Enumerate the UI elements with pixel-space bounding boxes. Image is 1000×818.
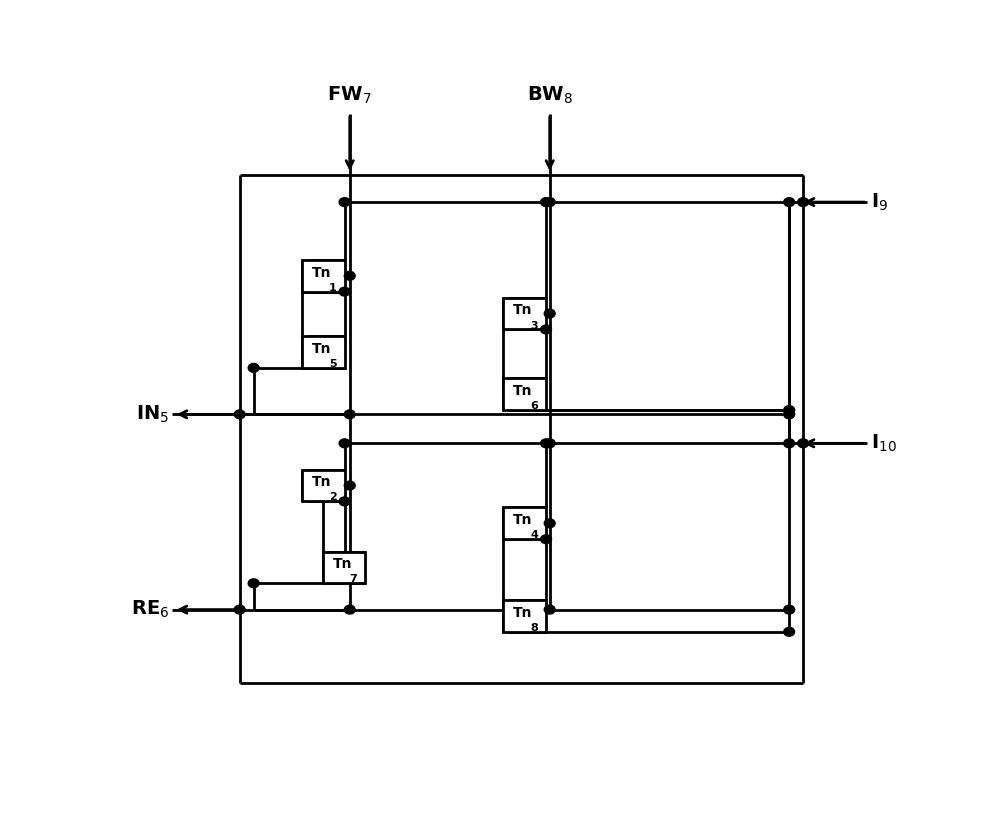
Circle shape (541, 535, 551, 544)
Text: Tn: Tn (312, 475, 331, 489)
Circle shape (339, 497, 350, 506)
Text: FW$_7$: FW$_7$ (327, 84, 372, 106)
Bar (503, 507, 546, 539)
Circle shape (541, 198, 551, 206)
Text: 8: 8 (530, 622, 538, 633)
Text: Tn: Tn (312, 342, 331, 356)
Bar (302, 336, 345, 368)
Bar (302, 470, 345, 501)
Circle shape (784, 198, 795, 206)
Text: I$_{10}$: I$_{10}$ (871, 433, 897, 454)
Text: 5: 5 (329, 359, 336, 369)
Circle shape (339, 287, 350, 296)
Bar (302, 260, 345, 292)
Bar (503, 600, 546, 631)
Circle shape (784, 439, 795, 447)
Text: 3: 3 (530, 321, 538, 330)
Circle shape (784, 605, 795, 614)
Circle shape (784, 406, 795, 415)
Text: Tn: Tn (312, 266, 331, 280)
Circle shape (248, 363, 259, 372)
Circle shape (544, 198, 555, 206)
Circle shape (248, 579, 259, 587)
Circle shape (541, 325, 551, 334)
Text: BW$_8$: BW$_8$ (527, 84, 573, 106)
Circle shape (344, 481, 355, 490)
Text: 7: 7 (350, 574, 358, 584)
Circle shape (798, 198, 809, 206)
Bar (503, 378, 546, 410)
Circle shape (339, 439, 350, 447)
Bar (503, 298, 546, 330)
Circle shape (234, 605, 245, 614)
Text: IN$_5$: IN$_5$ (136, 404, 169, 425)
Circle shape (344, 605, 355, 614)
Bar (323, 551, 365, 583)
Circle shape (544, 439, 555, 447)
Circle shape (544, 309, 555, 318)
Text: Tn: Tn (513, 606, 533, 620)
Text: Tn: Tn (513, 303, 533, 317)
Circle shape (344, 272, 355, 281)
Text: 4: 4 (530, 530, 538, 540)
Text: Tn: Tn (513, 384, 533, 398)
Text: 6: 6 (530, 401, 538, 411)
Circle shape (339, 198, 350, 206)
Circle shape (544, 605, 555, 614)
Circle shape (544, 519, 555, 528)
Text: 2: 2 (329, 492, 337, 502)
Text: Tn: Tn (513, 513, 533, 527)
Circle shape (541, 439, 551, 447)
Circle shape (344, 410, 355, 419)
Text: RE$_6$: RE$_6$ (131, 599, 169, 620)
Circle shape (784, 410, 795, 419)
Circle shape (784, 627, 795, 636)
Text: I$_9$: I$_9$ (871, 191, 889, 213)
Circle shape (234, 410, 245, 419)
Text: Tn: Tn (333, 557, 352, 571)
Text: 1: 1 (329, 283, 337, 293)
Circle shape (798, 439, 809, 447)
